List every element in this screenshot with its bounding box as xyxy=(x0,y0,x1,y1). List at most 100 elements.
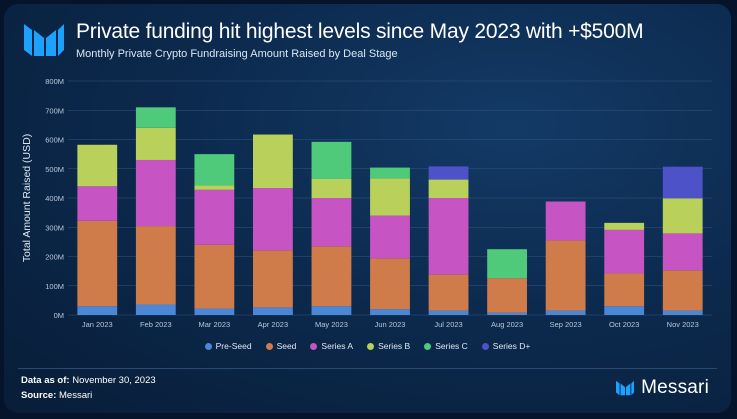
bar-segment-series-c xyxy=(370,167,410,179)
bar-segment-pre-seed xyxy=(77,306,118,315)
source-label: Source: xyxy=(21,390,57,401)
legend-label: Series A xyxy=(321,341,354,351)
brand-name: Messari xyxy=(641,377,709,398)
y-tick-label: 200M xyxy=(45,253,64,262)
y-tick-label: 700M xyxy=(45,106,64,115)
x-tick-label: Apr 2023 xyxy=(258,320,288,329)
chart-card: Private funding hit highest levels since… xyxy=(4,4,731,413)
bar-segment-seed xyxy=(487,278,527,313)
legend-label: Seed xyxy=(276,341,297,351)
legend-swatch xyxy=(367,342,375,350)
y-tick-label: 0M xyxy=(54,311,64,320)
y-tick-label: 300M xyxy=(45,223,64,232)
bar-segment-series-d- xyxy=(662,166,703,199)
bar-segment-seed xyxy=(545,240,586,311)
bar-segment-pre-seed xyxy=(662,310,703,315)
legend-label: Series C xyxy=(435,341,468,351)
bar-segment-series-b xyxy=(77,144,118,187)
bar-segment-pre-seed xyxy=(253,307,293,315)
bar-segment-series-c xyxy=(487,249,527,279)
x-tick-label: Nov 2023 xyxy=(667,320,699,329)
bar-segment-seed xyxy=(135,226,176,305)
bar-segment-series-b xyxy=(662,198,703,234)
bar-segment-series-a xyxy=(545,201,586,241)
legend-swatch xyxy=(265,342,273,350)
data-as-of-value: November 30, 2023 xyxy=(69,375,156,386)
bar-segment-seed xyxy=(428,274,469,311)
bar-segment-seed xyxy=(370,258,410,310)
bar-segment-series-b xyxy=(604,222,645,230)
bar-segment-pre-seed xyxy=(428,310,469,315)
x-tick-label: Sep 2023 xyxy=(550,320,582,329)
y-tick-label: 500M xyxy=(45,165,64,174)
data-as-of-label: Data as of: xyxy=(21,375,70,386)
bar-segment-series-a xyxy=(194,189,235,245)
chart-legend: Pre-Seed Seed Series A Series B Series C Seri… xyxy=(4,341,731,351)
bar-segment-series-b xyxy=(135,127,176,160)
legend-item: Series A xyxy=(310,341,353,351)
bar-segment-series-c xyxy=(311,141,352,179)
y-tick-label: 100M xyxy=(45,282,64,291)
bar-segment-series-b xyxy=(253,134,293,189)
bar-segment-series-a xyxy=(135,159,176,227)
bar-segment-series-a xyxy=(77,186,118,221)
x-tick-label: Mar 2023 xyxy=(199,320,231,329)
y-tick-label: 800M xyxy=(45,77,64,86)
bar-segment-seed xyxy=(662,270,703,311)
legend-swatch xyxy=(310,342,318,350)
legend-swatch xyxy=(204,342,212,350)
legend-item: Seed xyxy=(265,341,297,351)
bar-segment-pre-seed xyxy=(604,306,645,315)
bar-segment-seed xyxy=(77,220,118,307)
footer-divider xyxy=(18,368,717,369)
bar-segment-series-a xyxy=(370,215,410,259)
bar-segment-pre-seed xyxy=(545,310,586,315)
x-tick-label: Jul 2023 xyxy=(434,320,462,329)
legend-item: Series C xyxy=(424,341,468,351)
bar-segment-pre-seed xyxy=(311,306,352,315)
bar-segment-pre-seed xyxy=(487,312,527,315)
source-value: Messari xyxy=(56,390,93,401)
x-tick-label: May 2023 xyxy=(315,320,348,329)
bar-segment-series-b xyxy=(311,178,352,198)
chart-subtitle: Monthly Private Crypto Fundraising Amoun… xyxy=(76,48,398,60)
legend-item: Pre-Seed xyxy=(204,341,252,351)
bar-segment-series-a xyxy=(428,198,469,275)
bar-segment-series-b xyxy=(428,179,469,198)
y-tick-label: 400M xyxy=(45,194,64,203)
y-tick-label: 600M xyxy=(45,136,64,145)
bar-segment-series-c xyxy=(135,107,176,128)
data-as-of-line: Data as of: November 30, 2023 xyxy=(21,375,156,386)
x-tick-label: Oct 2023 xyxy=(609,320,639,329)
x-tick-label: Aug 2023 xyxy=(491,320,523,329)
bar-segment-series-b xyxy=(370,178,410,216)
legend-label: Pre-Seed xyxy=(215,341,252,351)
source-line: Source: Messari xyxy=(21,390,92,401)
messari-logo-icon xyxy=(24,24,64,56)
bar-segment-series-d- xyxy=(428,166,469,180)
bar-segment-series-a xyxy=(311,198,352,247)
bar-segment-pre-seed xyxy=(370,309,410,315)
bar-segment-seed xyxy=(253,250,293,308)
bar-segment-series-a xyxy=(604,229,645,274)
y-axis-label: Total Amount Raised (USD) xyxy=(21,134,33,262)
bar-segment-seed xyxy=(311,246,352,307)
legend-swatch xyxy=(424,342,432,350)
bar-segment-series-c xyxy=(194,154,235,186)
chart-title: Private funding hit highest levels since… xyxy=(76,20,644,43)
legend-label: Series B xyxy=(378,341,411,351)
bar-segment-pre-seed xyxy=(135,304,176,315)
legend-label: Series D+ xyxy=(492,341,531,351)
x-tick-label: Feb 2023 xyxy=(140,320,172,329)
stacked-bar-chart: 0M 100M 200M 300M 400M 500M 600M 700M 800M Total … xyxy=(21,77,712,329)
bar-segment-series-b xyxy=(194,185,235,190)
messari-brand-icon xyxy=(616,380,635,396)
legend-item: Series D+ xyxy=(481,341,531,351)
legend-swatch xyxy=(481,342,489,350)
brand: Messari xyxy=(615,377,709,399)
x-tick-label: Jan 2023 xyxy=(82,320,113,329)
legend-item: Series B xyxy=(367,341,410,351)
bar-segment-series-a xyxy=(662,233,703,271)
bar-segment-pre-seed xyxy=(194,308,235,315)
bar-segment-seed xyxy=(194,244,235,309)
